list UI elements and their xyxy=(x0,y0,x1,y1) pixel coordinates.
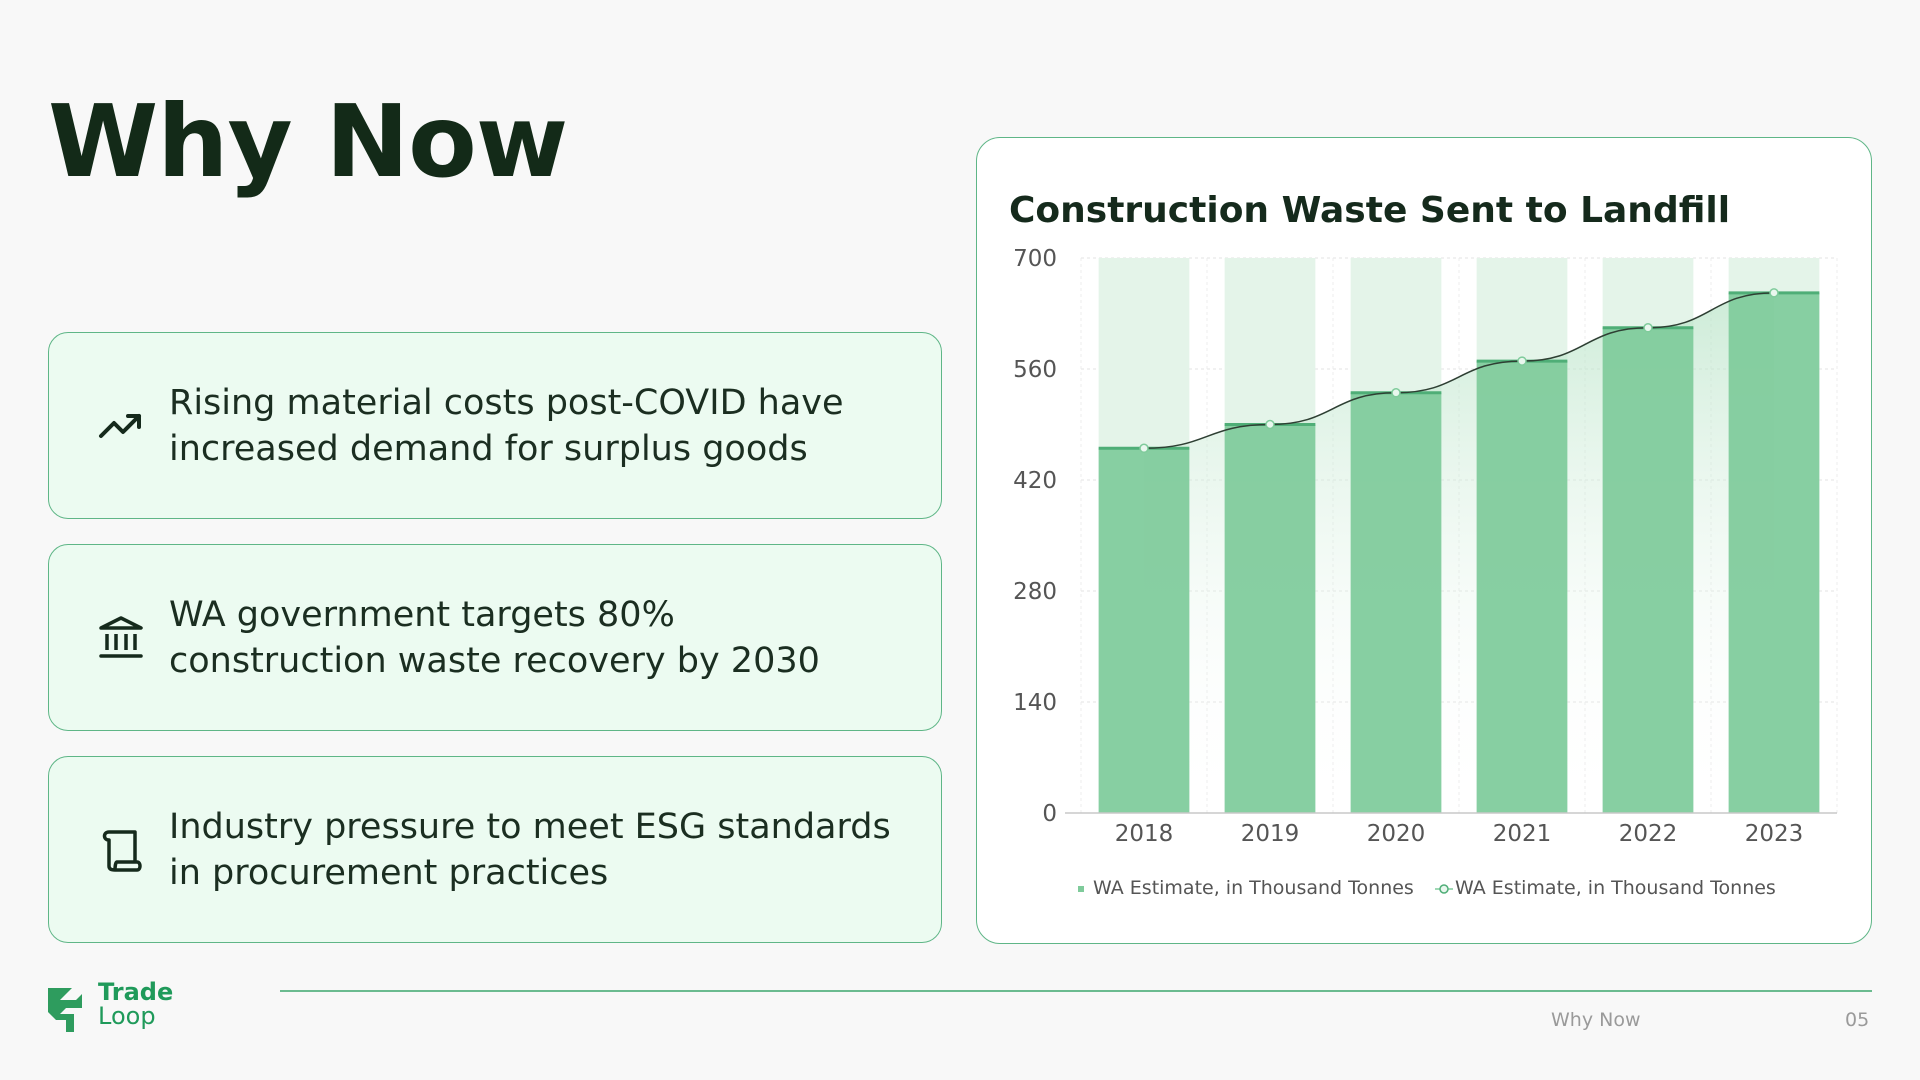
trending-up-icon xyxy=(99,413,141,438)
footer-section-label: Why Now xyxy=(1551,1009,1641,1031)
x-tick-label: 2018 xyxy=(1115,821,1174,847)
logo-line2: Loop xyxy=(98,1002,156,1030)
logo-wordmark: Trade Loop xyxy=(98,980,173,1028)
point-text: Rising material costs post-COVID have in… xyxy=(169,382,844,469)
y-tick-label: 560 xyxy=(1013,357,1057,383)
x-tick-label: 2023 xyxy=(1745,821,1804,847)
point-text: Industry pressure to meet ESG standards … xyxy=(169,806,891,893)
x-tick-label: 2019 xyxy=(1241,821,1300,847)
point-text: WA government targets 80% construction w… xyxy=(169,594,820,681)
logo-line1: Trade xyxy=(98,978,174,1006)
bar xyxy=(1224,424,1316,813)
line-point xyxy=(1517,356,1527,366)
bar-chart: 0 140 280 420 560 700 2018 2019 2020 2021 2022 2023… xyxy=(1013,246,1838,899)
x-tick-label: 2022 xyxy=(1619,821,1678,847)
chart-title: Construction Waste Sent to Landfill xyxy=(1009,190,1731,231)
page-title: Why Now xyxy=(48,83,568,200)
point-card-government: WA government targets 80% construction w… xyxy=(48,544,942,731)
legend-line-marker xyxy=(1439,884,1449,894)
line-point xyxy=(1769,288,1779,298)
scroll-icon xyxy=(102,829,142,872)
bar xyxy=(1350,392,1442,813)
legend-label: WA Estimate, in Thousand Tonnes xyxy=(1093,877,1414,899)
y-tick-label: 280 xyxy=(1013,579,1057,605)
point-card-esg: Industry pressure to meet ESG standards … xyxy=(48,756,942,943)
chart-panel: Construction Waste Sent to Landfill 0 140… xyxy=(976,137,1872,944)
y-tick-label: 0 xyxy=(1042,801,1057,827)
point-card-costs: Rising material costs post-COVID have in… xyxy=(48,332,942,519)
x-tick-label: 2021 xyxy=(1493,821,1552,847)
line-point xyxy=(1265,419,1275,430)
y-tick-label: 140 xyxy=(1013,690,1057,716)
bar xyxy=(1602,327,1694,813)
x-tick-label: 2020 xyxy=(1367,821,1426,847)
bar xyxy=(1098,448,1190,813)
y-tick-label: 420 xyxy=(1013,468,1057,494)
footer-divider xyxy=(280,990,1872,992)
line-point xyxy=(1391,388,1401,398)
bar xyxy=(1476,361,1568,813)
y-tick-label: 700 xyxy=(1013,246,1057,272)
government-building-icon xyxy=(99,615,143,658)
tradeloop-logo-icon xyxy=(48,988,82,1032)
page-number: 05 xyxy=(1845,1009,1870,1031)
series-line xyxy=(1143,292,1775,450)
line-point xyxy=(1139,443,1149,454)
bar xyxy=(1728,292,1820,813)
legend-label: WA Estimate, in Thousand Tonnes xyxy=(1455,877,1776,899)
line-point xyxy=(1643,323,1653,333)
legend-bar-swatch xyxy=(1078,886,1084,892)
